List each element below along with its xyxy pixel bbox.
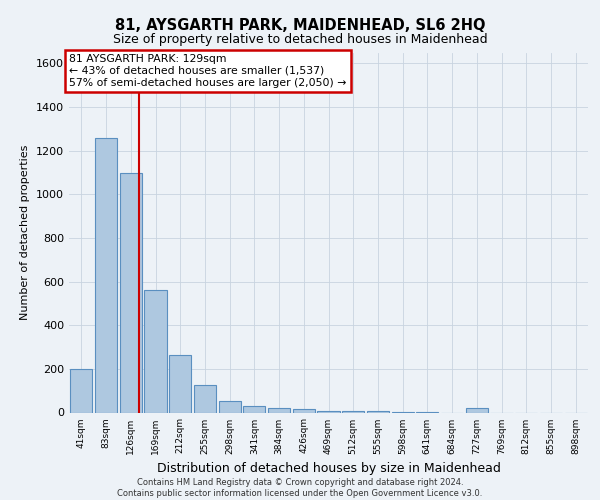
Bar: [268, 408, 290, 412]
Bar: [243, 406, 265, 412]
Bar: [145, 290, 167, 412]
Y-axis label: Number of detached properties: Number of detached properties: [20, 145, 31, 320]
Bar: [218, 400, 241, 412]
Bar: [119, 172, 142, 412]
Text: 81, AYSGARTH PARK, MAIDENHEAD, SL6 2HQ: 81, AYSGARTH PARK, MAIDENHEAD, SL6 2HQ: [115, 18, 485, 32]
Bar: [194, 385, 216, 412]
Text: 81 AYSGARTH PARK: 129sqm
← 43% of detached houses are smaller (1,537)
57% of sem: 81 AYSGARTH PARK: 129sqm ← 43% of detach…: [69, 54, 346, 88]
Bar: [70, 369, 92, 412]
Bar: [169, 354, 191, 412]
Text: Size of property relative to detached houses in Maidenhead: Size of property relative to detached ho…: [113, 32, 487, 46]
Text: Contains HM Land Registry data © Crown copyright and database right 2024.
Contai: Contains HM Land Registry data © Crown c…: [118, 478, 482, 498]
Bar: [466, 408, 488, 412]
Bar: [293, 409, 315, 412]
Bar: [95, 138, 117, 412]
X-axis label: Distribution of detached houses by size in Maidenhead: Distribution of detached houses by size …: [157, 462, 500, 475]
